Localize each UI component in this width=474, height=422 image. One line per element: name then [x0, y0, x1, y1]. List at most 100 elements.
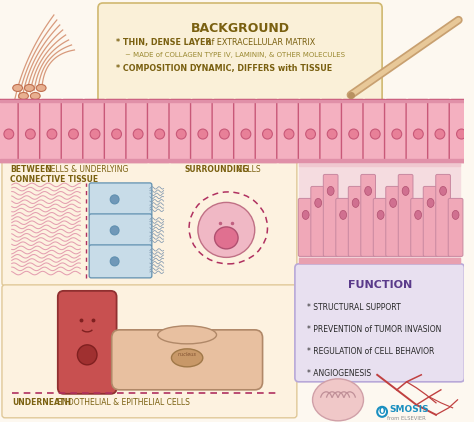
- Ellipse shape: [427, 198, 434, 207]
- FancyBboxPatch shape: [320, 100, 343, 162]
- Text: from ELSEVIER: from ELSEVIER: [387, 417, 426, 421]
- FancyBboxPatch shape: [411, 198, 426, 257]
- Ellipse shape: [219, 129, 229, 139]
- Text: of EXTRACELLULAR MATRIX: of EXTRACELLULAR MATRIX: [204, 38, 315, 47]
- Text: BETWEEN: BETWEEN: [10, 165, 52, 174]
- Text: BACKGROUND: BACKGROUND: [191, 22, 290, 35]
- FancyBboxPatch shape: [89, 214, 152, 247]
- FancyBboxPatch shape: [311, 187, 326, 257]
- FancyBboxPatch shape: [191, 100, 214, 162]
- Ellipse shape: [198, 203, 255, 257]
- FancyBboxPatch shape: [112, 330, 263, 390]
- FancyBboxPatch shape: [423, 187, 438, 257]
- Text: CELLS & UNDERLYING: CELLS & UNDERLYING: [43, 165, 128, 174]
- Text: * ANGIOGENESIS: * ANGIOGENESIS: [307, 369, 371, 378]
- Ellipse shape: [402, 187, 409, 195]
- Ellipse shape: [18, 92, 28, 100]
- Text: ENDOTHELIAL & EPITHELIAL CELLS: ENDOTHELIAL & EPITHELIAL CELLS: [55, 398, 190, 407]
- Ellipse shape: [25, 100, 34, 108]
- FancyBboxPatch shape: [234, 100, 257, 162]
- Ellipse shape: [90, 129, 100, 139]
- FancyBboxPatch shape: [323, 174, 338, 257]
- FancyBboxPatch shape: [147, 100, 171, 162]
- Ellipse shape: [110, 195, 119, 204]
- Ellipse shape: [172, 349, 203, 367]
- Text: O: O: [379, 407, 385, 417]
- FancyBboxPatch shape: [58, 291, 117, 394]
- Ellipse shape: [340, 211, 346, 219]
- Ellipse shape: [456, 129, 466, 139]
- FancyBboxPatch shape: [449, 100, 473, 162]
- Ellipse shape: [13, 84, 23, 92]
- Ellipse shape: [377, 407, 387, 417]
- FancyBboxPatch shape: [448, 198, 463, 257]
- FancyBboxPatch shape: [341, 100, 365, 162]
- Text: CELLS: CELLS: [235, 165, 261, 174]
- Ellipse shape: [133, 129, 143, 139]
- FancyBboxPatch shape: [212, 100, 236, 162]
- FancyBboxPatch shape: [0, 100, 20, 162]
- Ellipse shape: [30, 92, 40, 100]
- Ellipse shape: [47, 129, 57, 139]
- Ellipse shape: [158, 326, 217, 344]
- Text: ~ MADE of COLLAGEN TYPE IV, LAMININ, & OTHER MOLECULES: ~ MADE of COLLAGEN TYPE IV, LAMININ, & O…: [126, 52, 346, 58]
- FancyBboxPatch shape: [298, 100, 322, 162]
- FancyBboxPatch shape: [83, 100, 106, 162]
- Ellipse shape: [390, 198, 397, 207]
- FancyBboxPatch shape: [2, 160, 297, 286]
- Ellipse shape: [392, 129, 401, 139]
- Ellipse shape: [25, 84, 34, 92]
- FancyBboxPatch shape: [295, 264, 465, 382]
- Ellipse shape: [198, 129, 208, 139]
- Text: CONNECTIVE TISSUE: CONNECTIVE TISSUE: [10, 175, 98, 184]
- FancyBboxPatch shape: [436, 174, 450, 257]
- Text: UNDERNEATH: UNDERNEATH: [12, 398, 71, 407]
- Ellipse shape: [440, 187, 447, 195]
- FancyBboxPatch shape: [336, 198, 350, 257]
- Bar: [299, 163, 460, 263]
- Ellipse shape: [112, 129, 121, 139]
- Text: * REGULATION of CELL BEHAVIOR: * REGULATION of CELL BEHAVIOR: [307, 347, 434, 356]
- Text: SURROUNDING: SURROUNDING: [184, 165, 249, 174]
- Ellipse shape: [263, 129, 273, 139]
- FancyBboxPatch shape: [398, 174, 413, 257]
- Ellipse shape: [306, 129, 316, 139]
- Ellipse shape: [26, 129, 35, 139]
- Bar: [0, 160, 465, 162]
- FancyBboxPatch shape: [89, 245, 152, 278]
- FancyBboxPatch shape: [255, 100, 279, 162]
- Ellipse shape: [36, 84, 46, 92]
- FancyBboxPatch shape: [428, 100, 451, 162]
- Ellipse shape: [377, 211, 384, 219]
- Text: * STRUCTURAL SUPPORT: * STRUCTURAL SUPPORT: [307, 303, 401, 312]
- Ellipse shape: [349, 129, 359, 139]
- FancyBboxPatch shape: [361, 174, 375, 257]
- FancyBboxPatch shape: [406, 100, 429, 162]
- Text: nucleus: nucleus: [178, 352, 197, 357]
- Text: * COMPOSITION DYNAMIC, DIFFERS with TISSUE: * COMPOSITION DYNAMIC, DIFFERS with TISS…: [116, 64, 332, 73]
- Ellipse shape: [365, 187, 372, 195]
- Ellipse shape: [241, 129, 251, 139]
- FancyBboxPatch shape: [374, 198, 388, 257]
- FancyBboxPatch shape: [277, 100, 301, 162]
- Bar: [299, 161, 460, 166]
- FancyBboxPatch shape: [471, 100, 474, 162]
- Text: * THIN, DENSE LAYER: * THIN, DENSE LAYER: [116, 38, 211, 47]
- FancyBboxPatch shape: [384, 100, 408, 162]
- FancyBboxPatch shape: [61, 100, 85, 162]
- Ellipse shape: [415, 211, 421, 219]
- Ellipse shape: [302, 211, 309, 219]
- Ellipse shape: [315, 198, 321, 207]
- FancyBboxPatch shape: [2, 285, 297, 418]
- FancyBboxPatch shape: [98, 3, 382, 110]
- Ellipse shape: [352, 198, 359, 207]
- FancyBboxPatch shape: [298, 198, 313, 257]
- FancyBboxPatch shape: [363, 100, 386, 162]
- Bar: [0, 100, 465, 103]
- Ellipse shape: [435, 129, 445, 139]
- FancyBboxPatch shape: [169, 100, 192, 162]
- FancyBboxPatch shape: [126, 100, 149, 162]
- FancyBboxPatch shape: [386, 187, 401, 257]
- Ellipse shape: [4, 129, 14, 139]
- Ellipse shape: [413, 129, 423, 139]
